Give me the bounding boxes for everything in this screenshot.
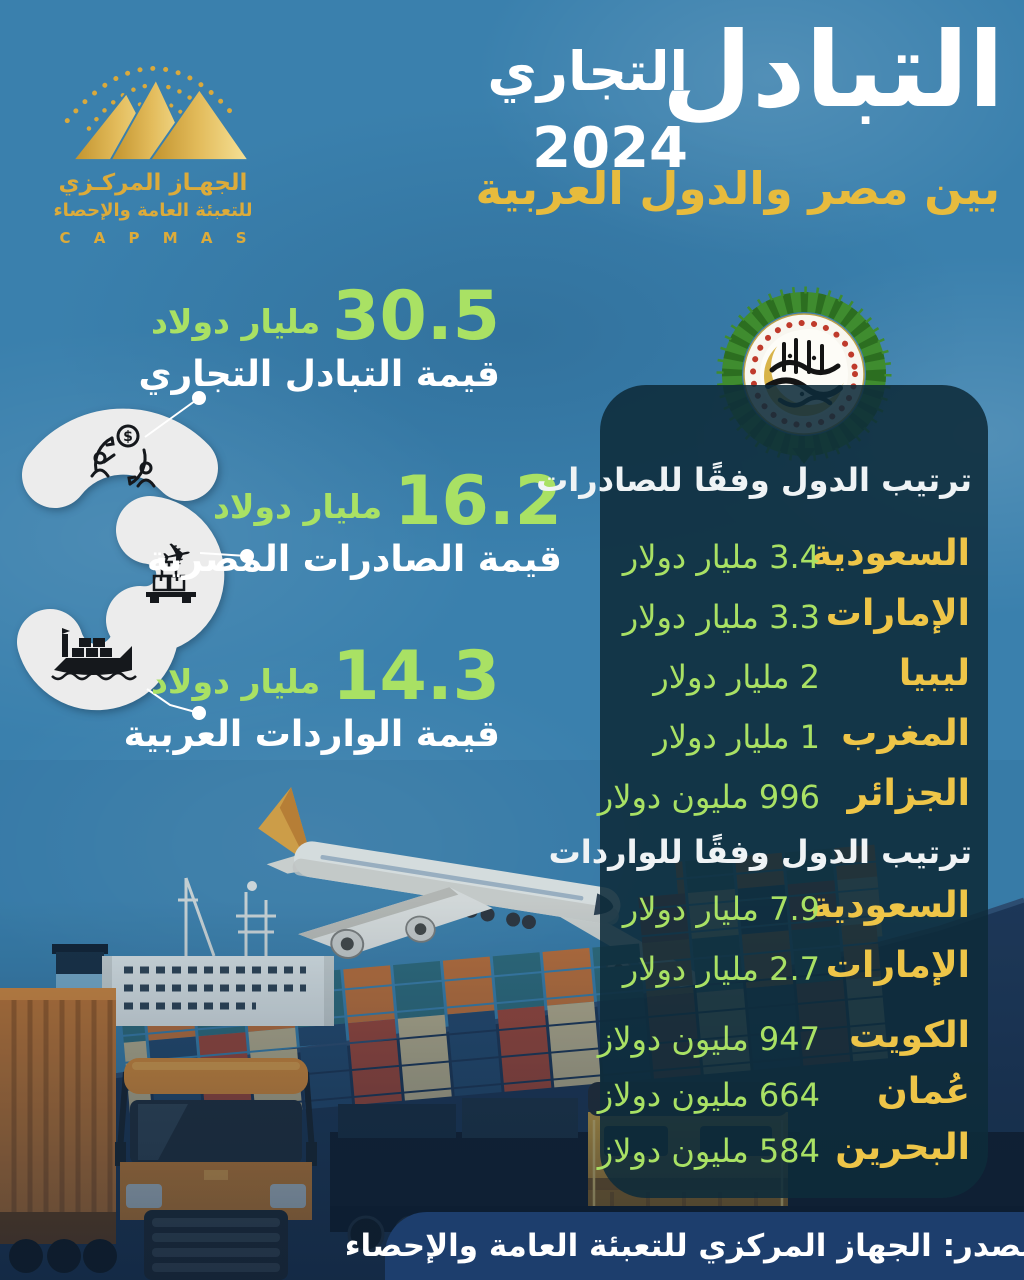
logistics-scene-illustration <box>0 760 1024 1280</box>
country-name: البحرين <box>835 1127 970 1168</box>
cargo-ship-icon <box>51 628 137 681</box>
stat-exports-label: قيمة الصادرات المصرية <box>146 538 562 580</box>
country-name: ليبيا <box>898 653 970 694</box>
country-name: السعودية <box>810 533 970 574</box>
capmas-logo: الجهـاز المركـزي للتعبئة العامة والإحصاء… <box>28 30 278 247</box>
country-value: 584 مليون دولاز <box>597 1132 820 1170</box>
stat-trade-total-unit: مليار دولاد <box>151 301 321 341</box>
capmas-org-name-line2: للتعبئة العامة والإحصاء <box>53 200 253 221</box>
imports-row: السعودية 7.9 مليار دولار <box>600 885 988 933</box>
imports-ranking-heading: ترتيب الدول وفقًا للواردات <box>548 833 972 871</box>
country-name: المغرب <box>841 713 970 754</box>
country-value: 3.3 مليار دولار <box>622 598 820 636</box>
title-main: التبادل <box>661 9 1004 131</box>
stat-trade-total-value: 30.5 <box>332 277 500 356</box>
stat-imports: 14.3 مليار دولاد قيمة الواردات العربية <box>123 637 500 755</box>
air-cargo-icon: ✈ <box>146 533 196 603</box>
capmas-pyramids-icon <box>64 65 250 162</box>
imports-row: عُمان 664 مليون دولاز <box>597 1071 988 1119</box>
stat-imports-value: 14.3 <box>332 637 500 716</box>
exports-row: الجزائر 996 مليون دولار <box>597 773 988 821</box>
imports-row: الإمارات 2.7 مليار دولار <box>600 945 988 993</box>
country-value: 2.7 مليار دولار <box>622 950 820 988</box>
source-text: المصدر: الجهاز المركزي للتعبئة العامة وا… <box>344 1228 1024 1264</box>
svg-text:$: $ <box>123 429 133 445</box>
stat-trade-total-label: قيمة التبادل التجاري <box>138 353 500 395</box>
title-secondary: التجاري <box>487 40 688 103</box>
stat-imports-label: قيمة الواردات العربية <box>123 713 500 755</box>
imports-row: الكويت 947 مليون دولاز <box>597 1015 988 1063</box>
title-year: 2024 <box>532 116 688 181</box>
country-name: الإمارات <box>825 593 970 634</box>
country-name: الكويت <box>849 1015 970 1056</box>
currency-exchange-icon: $ <box>90 424 156 488</box>
country-name: الجزائر <box>847 773 970 814</box>
country-value: 947 مليون دولاز <box>597 1020 820 1058</box>
rankings-panel: ترتيب الدول وفقًا للصادرات السعودية 3.4 … <box>536 385 988 1198</box>
capmas-org-name-line1: الجهـاز المركـزي <box>58 170 248 196</box>
stat-imports-unit: مليار دولاد <box>151 661 321 701</box>
country-value: 1 مليار دولار <box>653 718 820 756</box>
stat-exports: 16.2 مليار دولاد قيمة الصادرات المصرية <box>146 462 562 580</box>
stats-icons-group: $ ✈ <box>17 408 225 711</box>
country-value: 996 مليون دولار <box>597 778 820 816</box>
country-name: الإمارات <box>825 945 970 986</box>
country-name: السعودية <box>810 885 970 926</box>
stat-exports-unit: مليار دولاد <box>213 486 383 526</box>
exports-row: السعودية 3.4 مليار دولار <box>600 533 988 581</box>
country-value: 664 مليون دولاز <box>597 1076 820 1114</box>
stat-trade-total: 30.5 مليار دولاد قيمة التبادل التجاري <box>138 277 500 395</box>
source-bar: المصدر: الجهاز المركزي للتعبئة العامة وا… <box>345 1212 1024 1280</box>
country-value: 7.9 مليار دولار <box>622 890 820 928</box>
exports-ranking-heading: ترتيب الدول وفقًا للصادرات <box>536 461 972 499</box>
country-value: 3.4 مليار دولار <box>622 538 820 576</box>
stat-exports-value: 16.2 <box>394 462 562 541</box>
exports-row: ليبيا 2 مليار دولار <box>600 653 988 701</box>
country-name: عُمان <box>877 1071 970 1112</box>
country-value: 2 مليار دولار <box>653 658 820 696</box>
imports-row: البحرين 584 مليون دولاز <box>597 1127 988 1175</box>
exports-row: المغرب 1 مليار دولار <box>600 713 988 761</box>
title-subtitle: بين مصر والدول العربية <box>475 162 1000 215</box>
exports-row: الإمارات 3.3 مليار دولار <box>600 593 988 641</box>
capmas-acronym: C A P M A S <box>59 229 256 247</box>
petal-shape-3 <box>17 605 178 711</box>
